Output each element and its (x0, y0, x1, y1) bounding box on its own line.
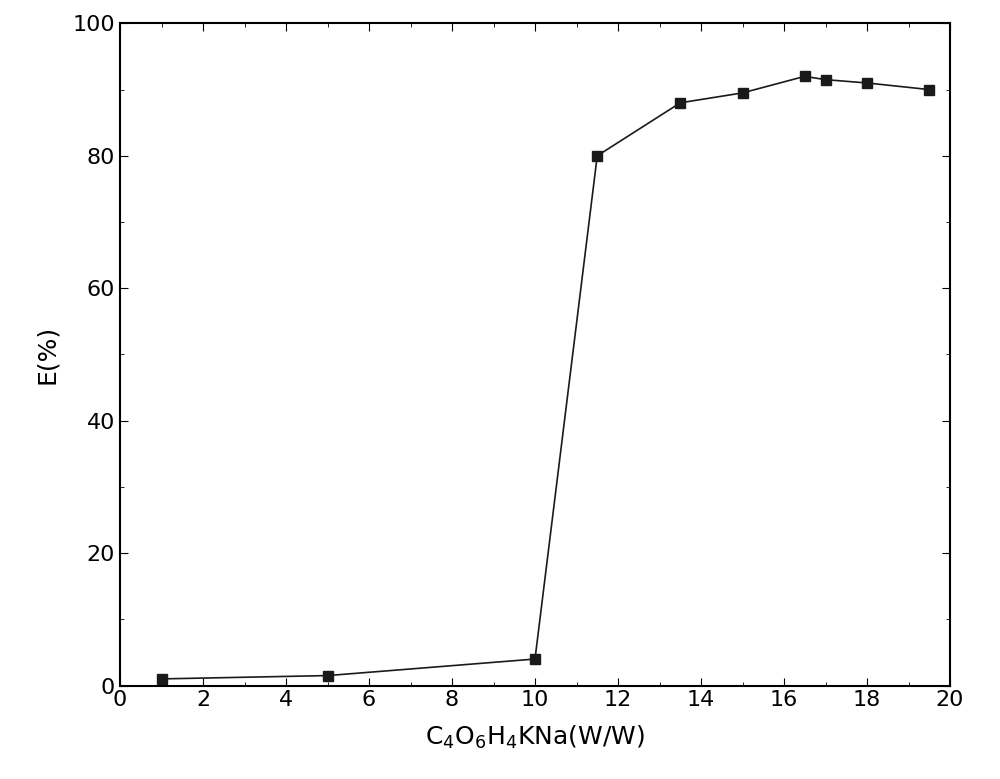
X-axis label: C$_4$O$_6$H$_4$KNa(W/W): C$_4$O$_6$H$_4$KNa(W/W) (425, 724, 645, 752)
Y-axis label: E(%): E(%) (35, 325, 59, 384)
